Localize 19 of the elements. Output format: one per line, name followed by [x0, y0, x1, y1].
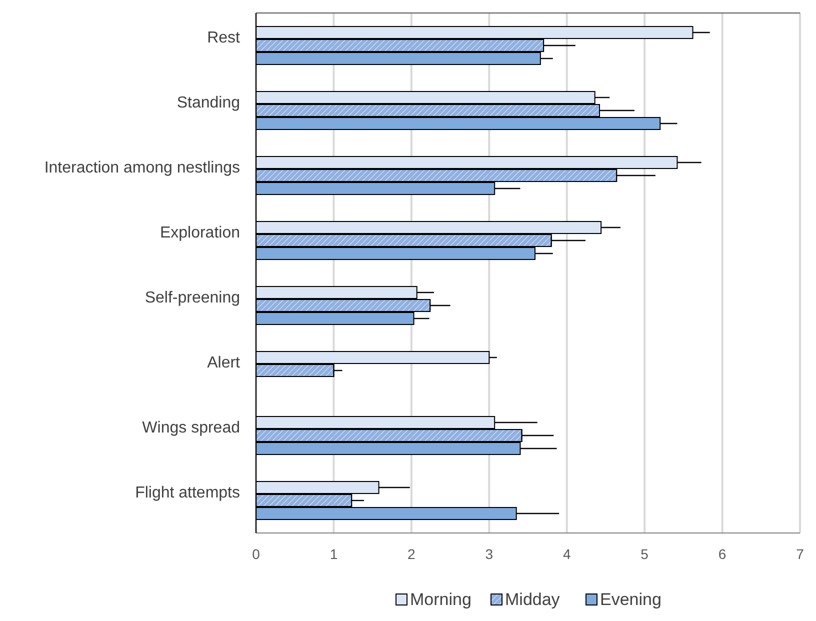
x-tick-label: 0	[252, 546, 260, 562]
legend-label: Midday	[505, 590, 560, 609]
y-tick-label: Self-preening	[144, 290, 240, 306]
y-tick-label: Flight attempts	[135, 484, 240, 502]
legend-label: Morning	[410, 590, 472, 609]
x-tick-label: 2	[408, 546, 416, 562]
x-tick-label: 1	[330, 546, 338, 562]
y-tick-label: Standing	[176, 94, 240, 112]
y-tick-label: Wings spread	[142, 420, 240, 436]
x-tick-label: 7	[796, 546, 804, 562]
y-tick-label: Alert	[207, 354, 241, 372]
x-tick-label: 3	[485, 546, 494, 562]
y-tick-label: Exploration	[160, 224, 240, 242]
x-tick-label: 5	[640, 546, 649, 562]
x-tick-label: 4	[562, 546, 571, 562]
y-tick-label: Interaction among nestlings	[44, 160, 240, 176]
x-tick-label: 6	[718, 546, 726, 562]
legend-label: Evening	[600, 590, 662, 609]
y-tick-label: Rest	[207, 30, 241, 46]
